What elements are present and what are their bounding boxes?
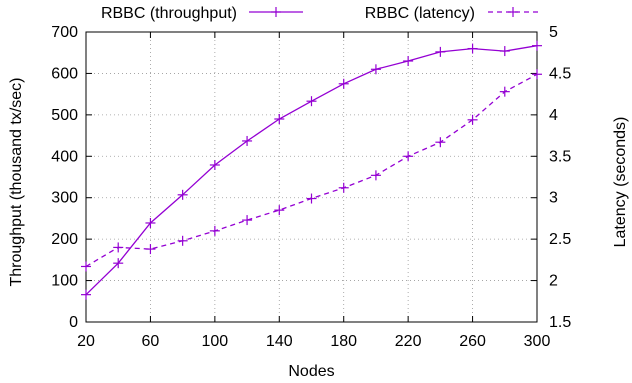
x-tick-label: 300 [524, 333, 551, 350]
data-point [306, 193, 317, 204]
data-point [338, 78, 349, 89]
y-tick-label: 300 [51, 190, 78, 207]
y-tick-label: 700 [51, 24, 78, 41]
x-tick-label: 100 [202, 333, 229, 350]
data-point [467, 114, 478, 125]
y2-tick-label: 2.5 [549, 231, 571, 248]
legend: RBBC (throughput) RBBC (latency) [101, 5, 538, 22]
x-tick-label: 60 [142, 333, 160, 350]
data-point [81, 289, 91, 300]
y2-tick-label: 5 [549, 24, 558, 41]
data-point [306, 96, 317, 107]
data-point [499, 46, 510, 57]
data-point [370, 170, 381, 181]
y-tick-label: 200 [51, 231, 78, 248]
data-point [532, 69, 542, 80]
data-point [177, 189, 188, 200]
data-point [338, 182, 349, 193]
series-line [85, 45, 538, 296]
legend-label: RBBC (throughput) [101, 5, 237, 22]
data-point [532, 40, 542, 51]
data-point [274, 114, 285, 124]
data-point [242, 215, 253, 226]
data-point [499, 86, 510, 97]
plot-area-border [85, 31, 538, 323]
data-point [81, 261, 91, 272]
y-tick-label: 100 [51, 273, 78, 290]
x-axis-label: Nodes [288, 363, 334, 380]
data-point [113, 242, 124, 253]
y-axis-label: Throughput (thousand tx/sec) [8, 77, 25, 286]
series-throughput [81, 40, 542, 300]
series-latency [81, 69, 542, 272]
grid-lines [86, 32, 537, 322]
data-point [435, 137, 446, 148]
y-tick-label: 500 [51, 107, 78, 124]
y2-tick-label: 1.5 [549, 314, 571, 331]
data-point [403, 56, 414, 66]
data-point [145, 244, 156, 255]
y2-tick-label: 3 [549, 190, 558, 207]
data-point [370, 64, 381, 75]
x-tick-label: 20 [77, 333, 95, 350]
x-tick-label: 260 [459, 333, 486, 350]
x-tick-label: 220 [395, 333, 422, 350]
y2-tick-label: 4.5 [549, 65, 571, 82]
legend-label: RBBC (latency) [365, 5, 475, 22]
data-point [467, 43, 478, 54]
data-point [242, 135, 253, 146]
series-group [81, 40, 542, 300]
x-tick-label: 180 [330, 333, 357, 350]
data-point [177, 235, 188, 246]
y2-tick-label: 4 [549, 107, 558, 124]
y2-tick-label: 3.5 [549, 148, 571, 165]
axis-ticks: 20 60 100 140 180 220 260 300 0 100 200 300 400 500 60… [51, 24, 571, 350]
data-point [403, 151, 414, 162]
x-tick-label: 140 [266, 333, 293, 350]
data-point [209, 159, 220, 170]
data-point [435, 46, 446, 57]
legend-swatch-marker [508, 7, 518, 17]
y2-axis-label: Latency (seconds) [612, 117, 629, 248]
data-point [274, 205, 285, 216]
data-point [113, 258, 124, 269]
y-tick-label: 600 [51, 65, 78, 82]
data-point [145, 217, 156, 228]
y-tick-label: 400 [51, 148, 78, 165]
legend-swatch-marker [271, 7, 281, 17]
y-tick-label: 0 [69, 314, 78, 331]
y2-tick-label: 2 [549, 273, 558, 290]
data-point [209, 225, 220, 236]
